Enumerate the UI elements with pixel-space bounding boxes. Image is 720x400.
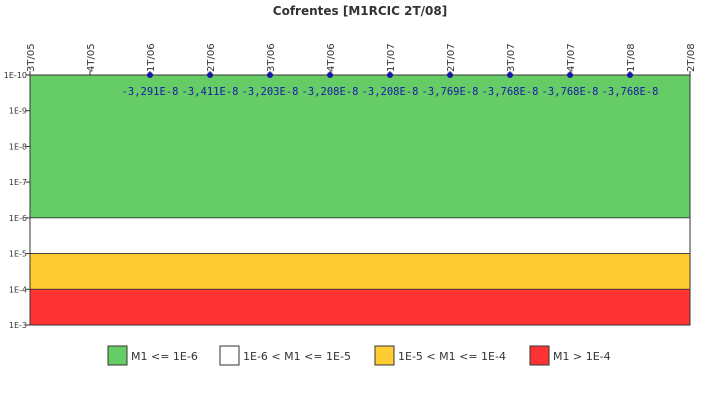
x-tick-label: 3T/05 <box>26 43 37 72</box>
axes <box>29 74 691 326</box>
band-2 <box>29 253 691 290</box>
band-0 <box>29 74 691 219</box>
y-tick-label: 1E-3 <box>9 321 27 330</box>
x-tick-label: 1T/06 <box>146 43 157 72</box>
data-label: -3,203E-8 <box>242 86 299 98</box>
y-tick-label: 1E-5 <box>9 250 27 259</box>
chart-title: Cofrentes [M1RCIC 2T/08] <box>273 4 447 18</box>
x-tick-label: 4T/07 <box>566 43 577 72</box>
data-label: -3,291E-8 <box>122 86 179 98</box>
x-tick-label: 3T/06 <box>266 43 277 72</box>
data-point <box>147 72 153 78</box>
legend-label: M1 <= 1E-6 <box>131 350 198 363</box>
data-point <box>387 72 393 78</box>
legend-label: M1 > 1E-4 <box>553 350 611 363</box>
x-axis-ticks: 3T/05 4T/05 1T/06 2T/06 3T/06 4T/06 1T/07 2T/07… <box>26 43 697 75</box>
y-tick-label: 1E-8 <box>9 142 27 151</box>
band-3 <box>29 288 691 326</box>
legend-swatch <box>107 345 128 366</box>
x-tick-label: 2T/08 <box>686 43 697 72</box>
x-tick-label: 2T/07 <box>446 43 457 72</box>
y-tick-label: 1E-9 <box>9 107 27 116</box>
data-point <box>567 72 573 78</box>
y-tick-label: 1E-7 <box>9 178 27 187</box>
data-label: -3,411E-8 <box>182 86 239 98</box>
data-point <box>507 72 513 78</box>
x-tick-label: 2T/06 <box>206 43 217 72</box>
data-label: -3,768E-8 <box>602 86 659 98</box>
legend-label: 1E-6 < M1 <= 1E-5 <box>243 350 351 363</box>
legend: M1 <= 1E-6 1E-6 < M1 <= 1E-5 1E-5 < M1 <= … <box>107 345 611 366</box>
y-axis-ticks: 1E-10 1E-9 1E-8 1E-7 1E-6 1E-5 1E-4 1E-3 <box>4 71 30 330</box>
data-point <box>267 72 273 78</box>
legend-swatch <box>529 345 550 366</box>
x-tick-label: 1T/08 <box>626 43 637 72</box>
threshold-bands <box>29 74 691 326</box>
y-tick-label: 1E-6 <box>9 214 27 223</box>
data-point <box>207 72 213 78</box>
data-label: -3,769E-8 <box>422 86 479 98</box>
data-point <box>327 72 333 78</box>
data-label: -3,208E-8 <box>362 86 419 98</box>
x-tick-label: 4T/05 <box>86 43 97 72</box>
data-point <box>627 72 633 78</box>
data-points: -3,291E-8 -3,411E-8 -3,203E-8 -3,208E-8 -3,2… <box>122 72 659 98</box>
x-tick-label: 1T/07 <box>386 43 397 72</box>
data-label: -3,208E-8 <box>302 86 359 98</box>
y-tick-label: 1E-10 <box>4 71 27 80</box>
plot-frame <box>29 74 691 326</box>
x-tick-label: 3T/07 <box>506 43 517 72</box>
legend-swatch <box>374 345 395 366</box>
band-1 <box>29 217 691 254</box>
legend-label: 1E-5 < M1 <= 1E-4 <box>398 350 506 363</box>
data-point <box>447 72 453 78</box>
y-tick-label: 1E-4 <box>9 285 27 294</box>
x-tick-label: 4T/06 <box>326 43 337 72</box>
data-label: -3,768E-8 <box>482 86 539 98</box>
legend-swatch <box>219 345 240 366</box>
data-label: -3,768E-8 <box>542 86 599 98</box>
